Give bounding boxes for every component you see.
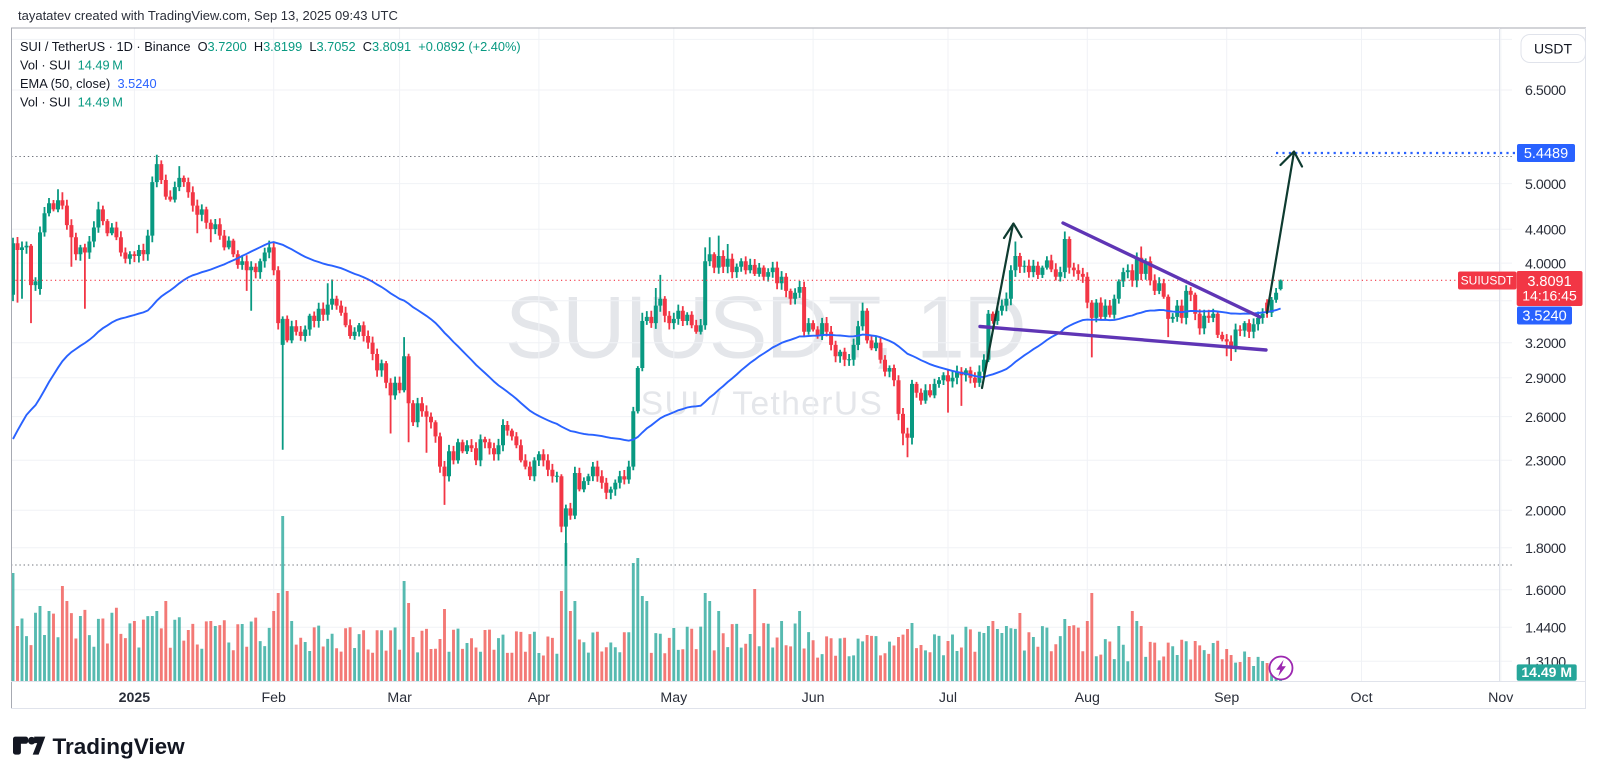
svg-text:Apr: Apr: [528, 690, 550, 706]
svg-text:SUIUSDT: SUIUSDT: [1461, 274, 1514, 288]
svg-text:4.4000: 4.4000: [1525, 222, 1566, 238]
svg-text:TradingView: TradingView: [53, 734, 186, 759]
svg-text:Oct: Oct: [1350, 690, 1372, 706]
svg-text:SUIUSDT, 1D: SUIUSDT, 1D: [505, 278, 1025, 377]
svg-text:2025: 2025: [119, 690, 151, 706]
svg-text:Mar: Mar: [387, 690, 412, 706]
svg-text:14.49 M: 14.49 M: [1521, 664, 1572, 680]
svg-text:6.5000: 6.5000: [1525, 83, 1566, 99]
svg-text:Nov: Nov: [1488, 690, 1514, 706]
svg-text:1.8000: 1.8000: [1525, 541, 1566, 557]
svg-text:Feb: Feb: [261, 690, 286, 706]
svg-text:2.9000: 2.9000: [1525, 371, 1566, 387]
svg-text:Jun: Jun: [802, 690, 825, 706]
svg-text:Vol · SUI 14.49 M: Vol · SUI 14.49 M: [20, 58, 123, 73]
svg-text:4.0000: 4.0000: [1525, 256, 1566, 272]
svg-text:Jul: Jul: [939, 690, 957, 706]
svg-text:EMA (50, close) 3.5240: EMA (50, close) 3.5240: [20, 76, 157, 91]
svg-text:2.0000: 2.0000: [1525, 503, 1566, 519]
svg-text:1.4400: 1.4400: [1525, 621, 1566, 637]
svg-text:tayatatev created with Trading: tayatatev created with TradingView.com, …: [18, 8, 398, 23]
svg-text:3.5240: 3.5240: [1522, 309, 1566, 325]
svg-text:SUI / TetherUS · 1D · Binance: SUI / TetherUS · 1D · Binance O3.7200 H3…: [20, 39, 521, 54]
svg-text:2.3000: 2.3000: [1525, 454, 1566, 470]
svg-text:5.4489: 5.4489: [1524, 146, 1568, 162]
svg-text:2.6000: 2.6000: [1525, 410, 1566, 426]
svg-text:3.8091: 3.8091: [1527, 274, 1571, 290]
svg-text:May: May: [660, 690, 688, 706]
svg-text:3.2000: 3.2000: [1525, 336, 1566, 352]
svg-text:Aug: Aug: [1075, 690, 1100, 706]
svg-text:14:16:45: 14:16:45: [1522, 288, 1577, 304]
svg-text:Sep: Sep: [1214, 690, 1239, 706]
svg-text:1.6000: 1.6000: [1525, 583, 1566, 599]
svg-text:USDT: USDT: [1534, 41, 1573, 57]
svg-text:5.0000: 5.0000: [1525, 177, 1566, 193]
svg-text:Vol · SUI 14.49 M: Vol · SUI 14.49 M: [20, 95, 123, 110]
